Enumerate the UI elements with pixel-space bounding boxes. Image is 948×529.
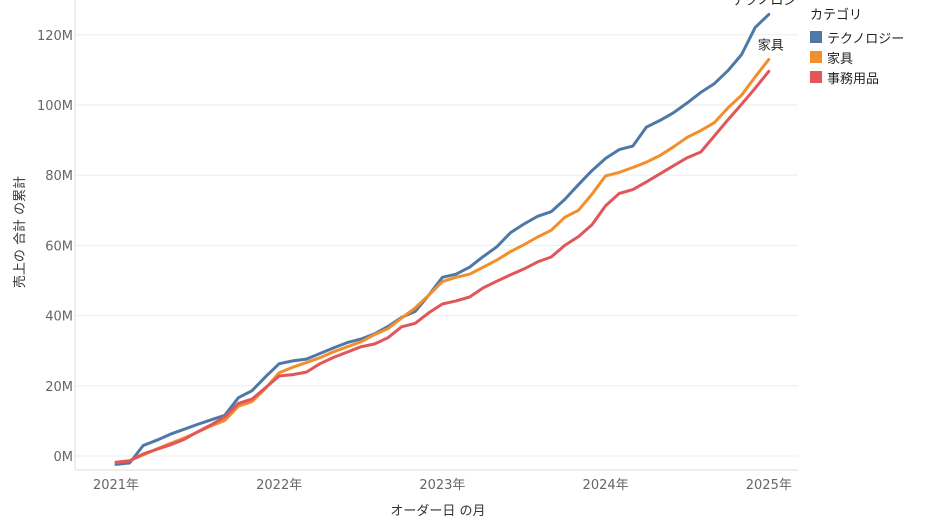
legend-label: 事務用品	[827, 71, 880, 87]
y-tick-label: 40M	[45, 310, 73, 325]
legend-swatch	[810, 71, 822, 83]
legend-swatch	[810, 51, 822, 63]
legend-label: 家具	[827, 51, 854, 67]
series-line	[114, 69, 771, 464]
y-tick-label: 120M	[37, 29, 73, 44]
legend-label: テクノロジー	[827, 31, 905, 47]
legend-item[interactable]: 家具	[810, 47, 904, 67]
series-end-label: 家具	[758, 37, 784, 53]
legend: カテゴリ テクノロジー 家具事務用品	[810, 4, 904, 87]
legend-item[interactable]: 事務用品	[810, 67, 904, 87]
y-axis-ticks: 0M 20M 40M 60M 80M 100M 120M	[37, 29, 73, 465]
series-lines	[114, 12, 771, 466]
y-tick-label: 0M	[54, 450, 74, 465]
gridlines	[75, 34, 798, 457]
y-tick-label: 100M	[37, 99, 73, 114]
x-tick-label: 2023年	[419, 478, 465, 493]
series-line	[114, 57, 771, 465]
legend-swatch	[810, 31, 822, 43]
y-tick-label: 20M	[45, 380, 73, 395]
x-tick-label: 2025年	[746, 478, 792, 493]
series-end-label: テクノロジー	[732, 0, 809, 8]
y-tick-label: 60M	[45, 239, 73, 254]
y-tick-label: 80M	[45, 169, 73, 184]
x-axis-ticks: 2021年 2022年 2023年 2024年 2025年	[93, 478, 792, 493]
legend-item[interactable]: テクノロジー	[810, 27, 904, 47]
x-tick-label: 2024年	[583, 478, 629, 493]
series-line	[114, 12, 771, 466]
x-tick-label: 2022年	[256, 478, 302, 493]
y-axis-title: 売上の 合計 の累計	[12, 176, 28, 288]
legend-items: テクノロジー 家具事務用品	[810, 27, 904, 87]
legend-title: カテゴリ	[810, 8, 863, 23]
x-tick-label: 2021年	[93, 478, 139, 493]
x-axis-title: オーダー日 の月	[390, 504, 485, 519]
